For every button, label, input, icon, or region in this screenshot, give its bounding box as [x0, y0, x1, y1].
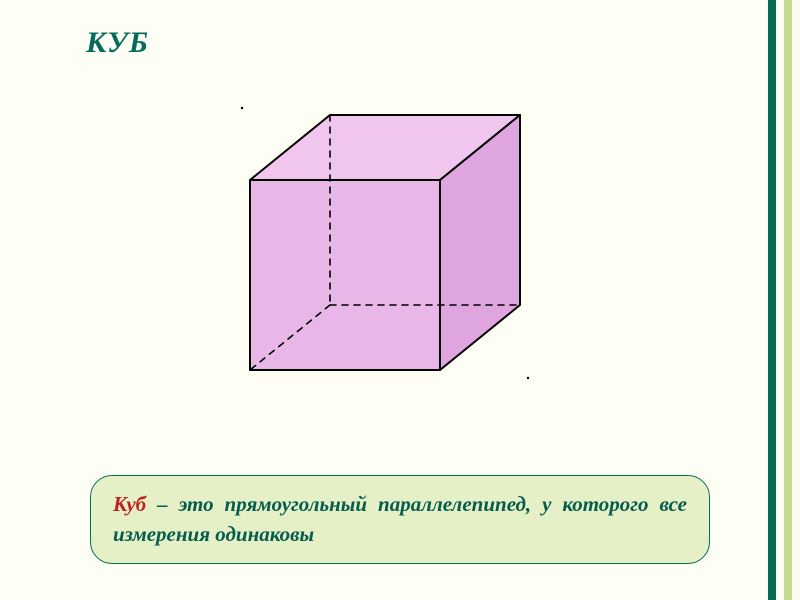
cube-svg [240, 100, 560, 400]
cube-diagram [240, 100, 560, 400]
decorative-right-border [768, 0, 800, 600]
definition-term: Куб [113, 492, 146, 516]
stripe-4 [792, 0, 800, 600]
page-title: КУБ [86, 26, 149, 60]
definition-text: – это прямоугольный параллелепипед, у ко… [113, 492, 687, 545]
definition-box: Куб – это прямоугольный параллелепипед, … [90, 475, 710, 564]
stripe-3 [784, 0, 792, 600]
stripe-1 [768, 0, 776, 600]
slide: КУБ Куб – это прямоугольный параллелепип… [0, 0, 800, 600]
stripe-2 [776, 0, 784, 600]
